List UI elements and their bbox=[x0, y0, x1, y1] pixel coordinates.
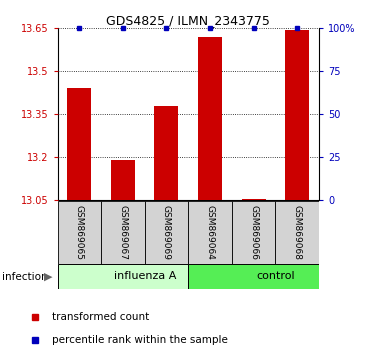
Text: influenza A: influenza A bbox=[114, 271, 176, 281]
Bar bbox=[188, 201, 232, 264]
Text: percentile rank within the sample: percentile rank within the sample bbox=[52, 335, 227, 346]
Bar bbox=[198, 37, 222, 200]
Bar bbox=[188, 264, 319, 289]
Text: ▶: ▶ bbox=[44, 272, 52, 282]
Text: infection: infection bbox=[2, 272, 47, 282]
Bar bbox=[242, 199, 266, 200]
Text: transformed count: transformed count bbox=[52, 312, 149, 322]
Bar bbox=[232, 201, 276, 264]
Bar bbox=[58, 264, 188, 289]
Text: GSM869065: GSM869065 bbox=[75, 205, 84, 260]
Bar bbox=[58, 201, 101, 264]
Bar bbox=[154, 105, 178, 200]
Text: GSM869067: GSM869067 bbox=[118, 205, 127, 260]
Bar bbox=[101, 201, 145, 264]
Bar bbox=[145, 201, 188, 264]
Text: GSM869066: GSM869066 bbox=[249, 205, 258, 260]
Text: GSM869069: GSM869069 bbox=[162, 205, 171, 260]
Text: control: control bbox=[256, 271, 295, 281]
Bar bbox=[67, 88, 91, 200]
Title: GDS4825 / ILMN_2343775: GDS4825 / ILMN_2343775 bbox=[106, 14, 270, 27]
Text: GSM869068: GSM869068 bbox=[293, 205, 302, 260]
Bar bbox=[275, 201, 319, 264]
Bar bbox=[111, 160, 135, 200]
Bar bbox=[285, 30, 309, 200]
Text: GSM869064: GSM869064 bbox=[206, 205, 214, 260]
